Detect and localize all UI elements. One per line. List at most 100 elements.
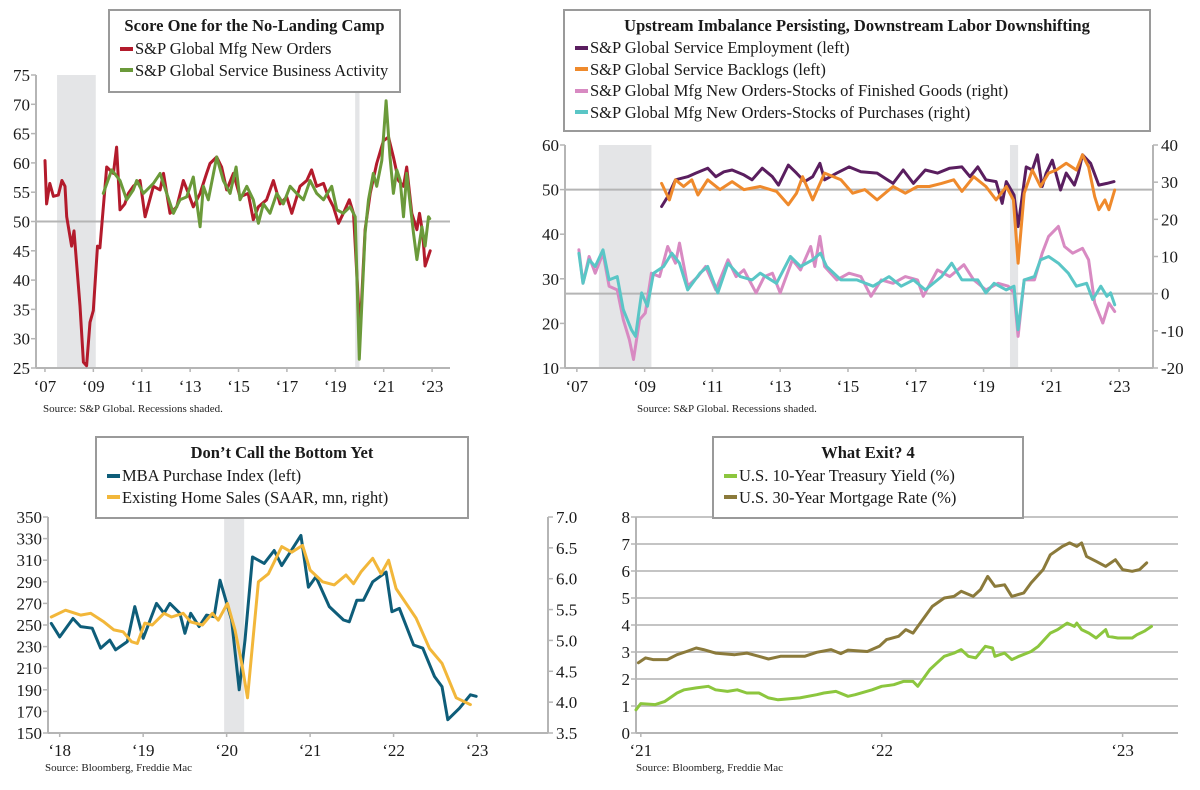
legend-entry: MBA Purchase Index (left) bbox=[107, 465, 457, 487]
y-tick-label: 6 bbox=[622, 562, 631, 581]
y-tick-label: 40 bbox=[13, 271, 30, 290]
y-tick-label: 10 bbox=[542, 359, 559, 378]
y-tick-label: 60 bbox=[542, 136, 559, 155]
y-tick-label: 2 bbox=[622, 670, 631, 689]
x-tick-label: ‘19 bbox=[324, 377, 347, 396]
y-tick-label: 170 bbox=[17, 702, 43, 721]
y-tick-label: 4 bbox=[622, 616, 631, 635]
legend-label: S&P Global Service Backlogs (left) bbox=[590, 59, 826, 79]
x-tick-label: ‘21 bbox=[372, 377, 395, 396]
y2-tick-label: 5.0 bbox=[556, 631, 577, 650]
legend-swatch bbox=[575, 110, 588, 115]
legend-label: U.S. 10-Year Treasury Yield (%) bbox=[739, 466, 955, 485]
y-tick-label: 310 bbox=[17, 551, 43, 570]
x-tick-label: ‘07 bbox=[566, 377, 589, 396]
y2-tick-label: -10 bbox=[1161, 322, 1184, 341]
y-tick-label: 290 bbox=[17, 573, 43, 592]
x-tick-label: ‘13 bbox=[769, 377, 792, 396]
legend-label: U.S. 30-Year Mortgage Rate (%) bbox=[739, 487, 957, 507]
y-tick-label: 250 bbox=[17, 616, 43, 635]
legend-swatch bbox=[575, 45, 588, 50]
y2-tick-label: 3.5 bbox=[556, 724, 577, 743]
legend-entry: S&P Global Service Employment (left) bbox=[575, 37, 1139, 59]
series-line bbox=[660, 153, 1117, 265]
legend-box-bottom-yet: Don’t Call the Bottom Yet MBA Purchase I… bbox=[95, 436, 469, 519]
legend-label: S&P Global Service Employment (left) bbox=[590, 38, 850, 57]
y-tick-label: 0 bbox=[622, 724, 631, 743]
legend-entry: Existing Home Sales (SAAR, mn, right) bbox=[107, 487, 457, 509]
chart-2: 10 20 30 40 50 60 -20 -10 0 10 20 30 40 ‘07 ‘09 ‘11 ‘13 ‘… bbox=[542, 136, 1184, 396]
x-tick-label: ‘11 bbox=[701, 377, 723, 396]
y-tick-label: 330 bbox=[17, 530, 43, 549]
y-tick-label: 30 bbox=[542, 270, 559, 289]
y2-tick-label: 6.5 bbox=[556, 539, 577, 558]
legend-label: Existing Home Sales (SAAR, mn, right) bbox=[122, 487, 389, 507]
x-tick-label: ‘19 bbox=[972, 377, 995, 396]
y-tick-label: 45 bbox=[13, 242, 30, 261]
x-tick-label: ‘21 bbox=[1040, 377, 1063, 396]
legend-label: S&P Global Mfg New Orders-Stocks of Fini… bbox=[590, 81, 1009, 100]
y2-tick-label: 4.5 bbox=[556, 662, 577, 681]
x-tick-label: ‘21 bbox=[299, 741, 322, 760]
x-tick-label: ‘23 bbox=[466, 741, 489, 760]
x-tick-label: ‘23 bbox=[421, 377, 444, 396]
series-line bbox=[577, 248, 1117, 338]
legend-swatch bbox=[724, 473, 737, 478]
chart-1: 25 30 35 40 45 50 55 60 65 70 75 ‘07 ‘09 ‘11 ‘13 ‘15 ‘17… bbox=[13, 66, 450, 396]
y-tick-label: 230 bbox=[17, 638, 43, 657]
y-tick-label: 7 bbox=[622, 535, 631, 554]
x-tick-label: ‘11 bbox=[131, 377, 153, 396]
legend-swatch bbox=[120, 46, 133, 51]
y-tick-label: 55 bbox=[13, 183, 30, 202]
recession-shading bbox=[1009, 145, 1019, 368]
legend-label: S&P Global Service Business Activity bbox=[135, 60, 389, 80]
y-tick-label: 3 bbox=[622, 643, 631, 662]
y-tick-label: 50 bbox=[13, 213, 30, 232]
x-tick-label: ‘22 bbox=[870, 741, 893, 760]
legend-entry: S&P Global Mfg New Orders-Stocks of Purc… bbox=[575, 102, 1139, 124]
y2-tick-label: 30 bbox=[1161, 173, 1178, 192]
y-tick-label: 30 bbox=[13, 330, 30, 349]
legend-label: MBA Purchase Index (left) bbox=[122, 466, 302, 485]
y2-tick-label: 4.0 bbox=[556, 693, 577, 712]
legend-swatch bbox=[107, 495, 120, 500]
chart-title: Don’t Call the Bottom Yet bbox=[190, 443, 374, 462]
legend-box-no-landing: Score One for the No-Landing Camp S&P Gl… bbox=[108, 9, 401, 93]
legend-label: S&P Global Mfg New Orders bbox=[135, 39, 332, 58]
x-tick-label: ‘17 bbox=[904, 377, 927, 396]
x-tick-label: ‘15 bbox=[227, 377, 250, 396]
y2-tick-label: -20 bbox=[1161, 359, 1184, 378]
y-tick-label: 5 bbox=[622, 589, 631, 608]
y2-tick-label: 6.0 bbox=[556, 570, 577, 589]
y2-tick-label: 40 bbox=[1161, 136, 1178, 155]
y-tick-label: 70 bbox=[13, 95, 30, 114]
y-tick-label: 65 bbox=[13, 125, 30, 144]
series-line bbox=[49, 543, 472, 707]
y2-tick-label: 5.5 bbox=[556, 601, 577, 620]
legend-entry: U.S. 10-Year Treasury Yield (%) bbox=[724, 465, 1012, 487]
y-tick-label: 75 bbox=[13, 66, 30, 85]
x-tick-label: ‘13 bbox=[179, 377, 202, 396]
x-tick-label: ‘09 bbox=[633, 377, 656, 396]
x-tick-label: ‘09 bbox=[82, 377, 105, 396]
legend-swatch bbox=[575, 88, 588, 93]
x-tick-label: ‘21 bbox=[629, 741, 652, 760]
y-tick-label: 150 bbox=[17, 724, 43, 743]
source-note: Source: S&P Global. Recessions shaded. bbox=[637, 403, 817, 415]
y-tick-label: 20 bbox=[542, 314, 559, 333]
legend-swatch bbox=[575, 67, 588, 72]
x-tick-label: ‘23 bbox=[1108, 377, 1131, 396]
legend-entry: S&P Global Service Business Activity bbox=[120, 60, 389, 82]
legend-entry: S&P Global Mfg New Orders-Stocks of Fini… bbox=[575, 80, 1139, 102]
x-tick-label: ‘15 bbox=[837, 377, 860, 396]
chart-title: What Exit? 4 bbox=[821, 443, 915, 462]
chart-title: Upstream Imbalance Persisting, Downstrea… bbox=[624, 16, 1090, 35]
source-note: Source: Bloomberg, Freddie Mac bbox=[636, 762, 784, 774]
y-tick-label: 1 bbox=[622, 697, 631, 716]
legend-swatch bbox=[120, 68, 133, 73]
y-tick-label: 210 bbox=[17, 659, 43, 678]
y-tick-label: 350 bbox=[17, 508, 43, 527]
x-tick-label: ‘17 bbox=[276, 377, 299, 396]
legend-entry: S&P Global Service Backlogs (left) bbox=[575, 59, 1139, 81]
